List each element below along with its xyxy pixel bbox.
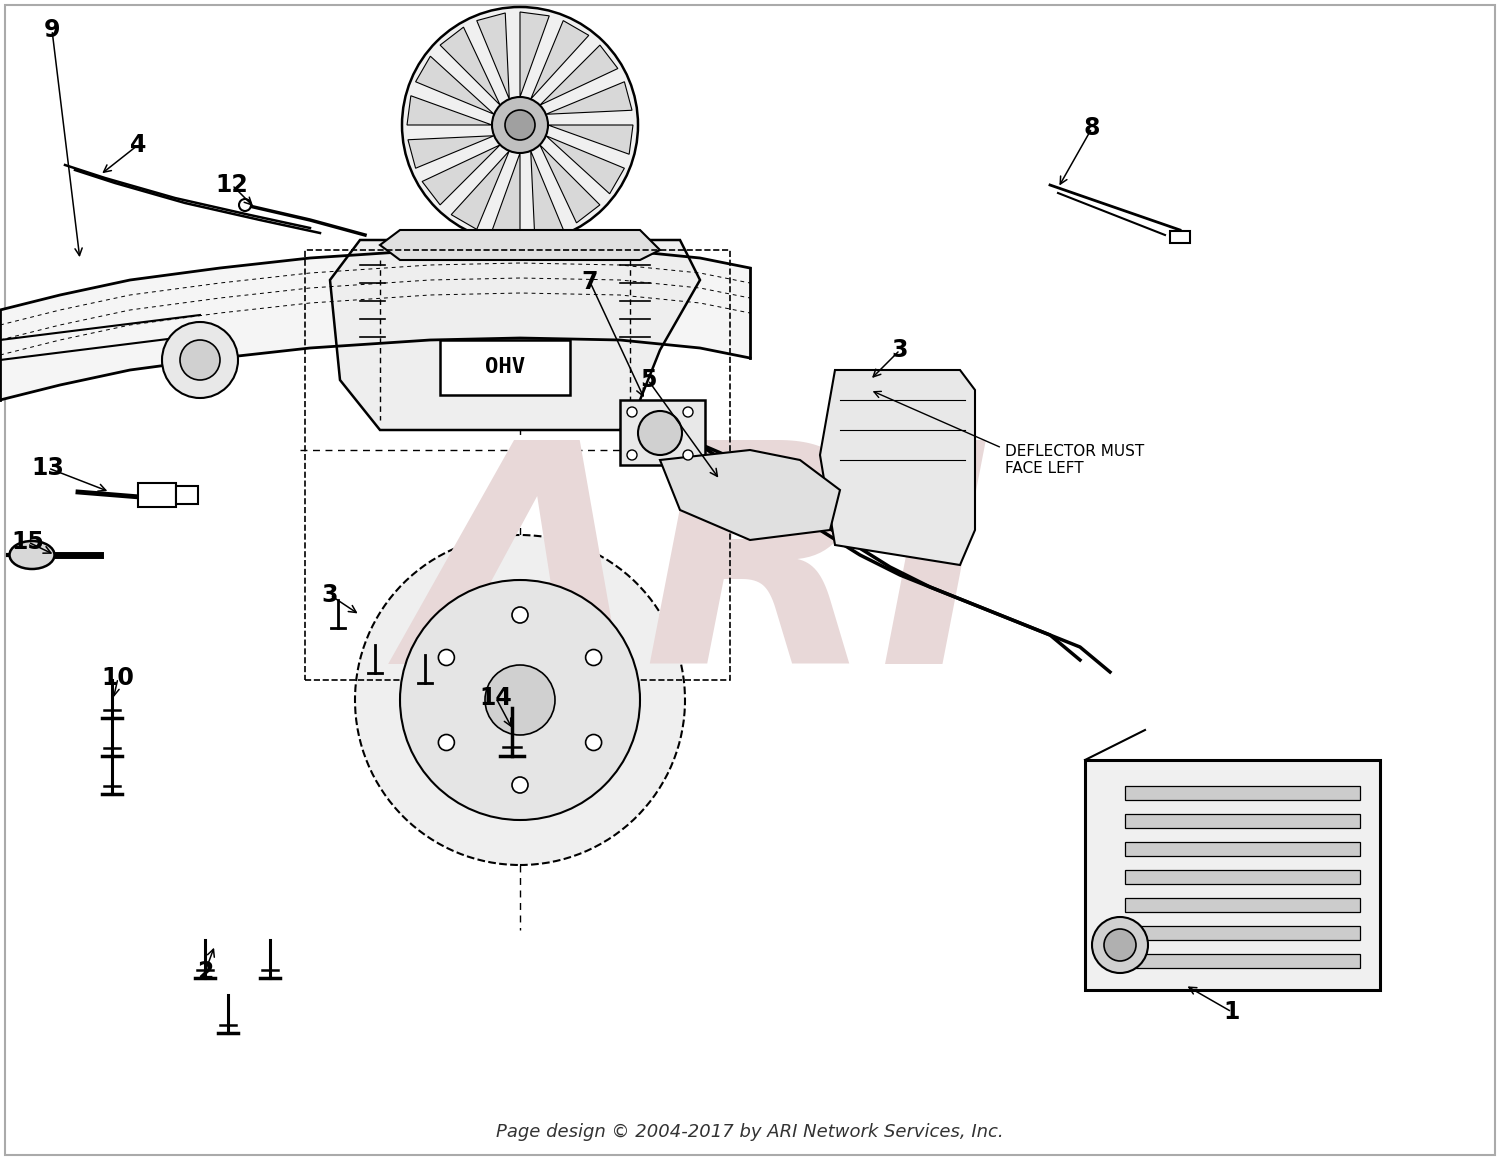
Polygon shape (540, 145, 600, 223)
Bar (1125, 926, 1360, 940)
Polygon shape (540, 45, 618, 106)
Circle shape (682, 407, 693, 416)
Bar (1084, 760, 1380, 989)
Polygon shape (660, 450, 840, 541)
Text: 1: 1 (1224, 1000, 1240, 1024)
Circle shape (585, 650, 602, 666)
Polygon shape (416, 56, 494, 115)
Polygon shape (490, 153, 520, 238)
Circle shape (638, 411, 682, 455)
Text: OHV: OHV (484, 357, 525, 377)
Bar (1125, 786, 1360, 800)
Circle shape (1104, 929, 1136, 960)
Polygon shape (520, 12, 549, 97)
Text: 7: 7 (582, 270, 598, 293)
Text: Page design © 2004-2017 by ARI Network Services, Inc.: Page design © 2004-2017 by ARI Network S… (496, 1123, 1004, 1141)
Polygon shape (422, 145, 500, 205)
Polygon shape (330, 240, 700, 430)
Circle shape (506, 110, 536, 140)
Circle shape (585, 734, 602, 751)
Polygon shape (546, 136, 624, 194)
Circle shape (438, 734, 454, 751)
Circle shape (356, 535, 686, 865)
Text: 3: 3 (891, 338, 908, 362)
Circle shape (484, 665, 555, 735)
Polygon shape (821, 370, 975, 565)
Circle shape (402, 7, 638, 242)
Text: 13: 13 (32, 456, 64, 480)
Polygon shape (531, 21, 590, 99)
Text: 9: 9 (44, 19, 60, 42)
Circle shape (400, 580, 640, 820)
Text: 14: 14 (480, 686, 513, 710)
Polygon shape (406, 96, 492, 125)
Ellipse shape (9, 541, 54, 570)
Text: 15: 15 (12, 530, 45, 554)
Text: 10: 10 (102, 666, 135, 690)
Circle shape (512, 607, 528, 623)
Bar (1125, 842, 1360, 856)
Polygon shape (440, 27, 500, 106)
Circle shape (180, 340, 220, 380)
Bar (176, 486, 198, 503)
Text: DEFLECTOR MUST
FACE LEFT: DEFLECTOR MUST FACE LEFT (1005, 444, 1144, 477)
Polygon shape (380, 230, 660, 260)
Bar (138, 483, 176, 507)
Bar (440, 340, 570, 396)
Circle shape (438, 650, 454, 666)
Bar (1170, 231, 1190, 242)
Text: ARI: ARI (408, 432, 993, 728)
Polygon shape (0, 248, 750, 400)
Polygon shape (531, 151, 562, 237)
Text: 12: 12 (216, 173, 249, 197)
Circle shape (162, 322, 238, 398)
Bar (620, 400, 705, 465)
Circle shape (682, 450, 693, 461)
Polygon shape (477, 13, 510, 99)
Polygon shape (408, 136, 494, 168)
Bar (1125, 898, 1360, 912)
Circle shape (627, 407, 638, 416)
Bar (1125, 954, 1360, 967)
Bar (1125, 870, 1360, 884)
Text: 3: 3 (321, 583, 339, 607)
Circle shape (238, 200, 250, 211)
Bar (1125, 814, 1360, 828)
Circle shape (512, 777, 528, 793)
Polygon shape (548, 125, 633, 154)
Bar (304, 251, 730, 680)
Circle shape (627, 450, 638, 461)
Text: 5: 5 (639, 368, 657, 392)
Text: 8: 8 (1083, 116, 1100, 140)
Circle shape (492, 97, 548, 153)
Circle shape (1092, 918, 1148, 973)
Polygon shape (452, 151, 510, 230)
Text: 4: 4 (130, 133, 146, 157)
Text: 2: 2 (196, 960, 213, 984)
Polygon shape (546, 81, 632, 115)
